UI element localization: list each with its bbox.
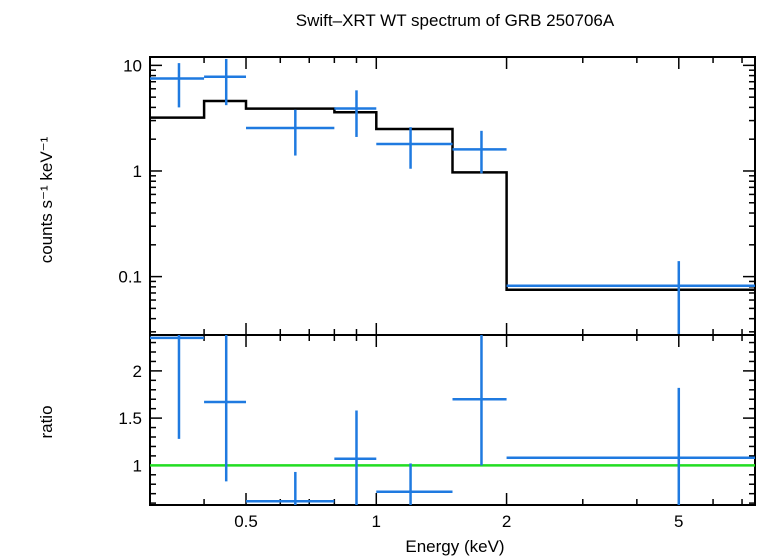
ratio-data-point — [246, 471, 335, 505]
x-axis-label: Energy (keV) — [405, 537, 504, 556]
spectrum-data-point — [150, 63, 205, 108]
spectrum-data-point — [246, 109, 335, 156]
spectrum-y-tick-label: 10 — [123, 56, 142, 75]
ratio-frame — [149, 334, 756, 506]
spectrum-y-tick-label: 1 — [133, 162, 142, 181]
x-tick-label: 0.5 — [234, 512, 258, 531]
ratio-y-tick-label: 1.5 — [118, 409, 142, 428]
spectrum-y-tick-label: 0.1 — [118, 268, 142, 287]
ratio-y-tick-label: 2 — [133, 362, 142, 381]
ratio-data-point — [452, 335, 507, 466]
ratio-panel: 11.52 — [118, 334, 756, 506]
spectrum-data-point — [452, 130, 507, 174]
y-axis-label-spectrum: counts s⁻¹ keV⁻¹ — [37, 136, 56, 263]
x-tick-label: 1 — [372, 512, 381, 531]
spectrum-model-line — [150, 99, 755, 292]
ratio-data-point — [334, 410, 377, 505]
chart-title: Swift–XRT WT spectrum of GRB 250706A — [296, 11, 615, 30]
spectrum-data-point — [334, 90, 377, 137]
spectrum-data-point — [204, 58, 247, 106]
ratio-data-point — [376, 463, 453, 505]
ratio-y-tick-label: 1 — [133, 456, 142, 475]
spectrum-panel: 0.1 1 10 — [118, 56, 756, 336]
y-axis-label-ratio: ratio — [37, 405, 56, 438]
ratio-data-point — [506, 387, 755, 505]
x-tick-label: 5 — [674, 512, 683, 531]
spectrum-frame — [149, 56, 756, 336]
x-tick-label: 2 — [502, 512, 511, 531]
spectrum-data-point — [506, 261, 755, 335]
ratio-data-point — [150, 335, 205, 439]
spectrum-data-point — [376, 127, 453, 169]
ratio-data-point — [204, 335, 247, 482]
